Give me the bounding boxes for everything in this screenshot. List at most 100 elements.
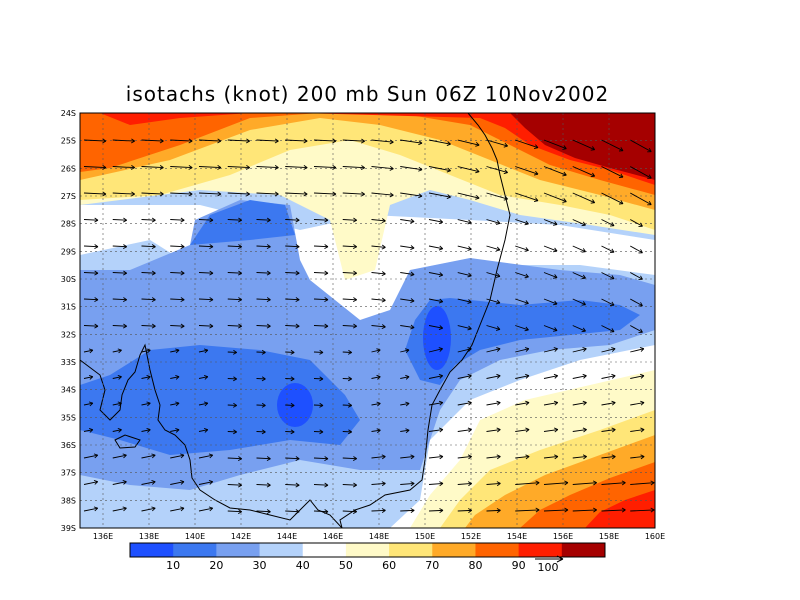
wind-vector-head [295,244,300,249]
latitude-label: 37S [61,469,76,478]
wind-vector [601,429,616,432]
wind-vector-head [638,328,643,333]
wind-vector [457,375,472,379]
wind-vector [83,454,98,459]
wind-vector-head [467,246,472,251]
wind-vector [457,482,472,485]
wind-vector [543,245,558,252]
wind-vector [227,457,242,460]
wind-vector-head [203,401,209,407]
wind-vector-head [621,480,626,486]
wind-vector-head [332,138,337,144]
wind-vector-head [439,481,444,487]
wind-vector [342,298,357,301]
wind-vector [515,402,530,406]
wind-vector-head [266,456,271,461]
wind-vector-head [93,506,99,512]
wind-vector [601,139,624,152]
wind-vector [141,376,151,379]
wind-vector-head [232,402,237,408]
wind-vector [572,219,586,226]
wind-vector-head [180,323,185,329]
wind-vector-head [324,482,329,488]
wind-vector [83,402,93,406]
wind-vector [198,325,214,327]
wind-vector [83,429,93,432]
wind-vector-head [467,272,472,278]
coastline [80,113,511,528]
wind-vector [170,219,185,221]
wind-vector-head [410,298,415,303]
wind-vector [198,507,213,512]
colorbar-label: 10 [166,559,180,572]
wind-vector-head [151,217,156,223]
wind-vector-head [245,164,250,170]
wind-vector [515,272,529,278]
wind-vector [428,272,443,276]
longitude-label: 154E [507,532,527,541]
wind-vector [170,507,185,512]
wind-vector-head [410,481,415,487]
wind-vector-head [175,427,180,433]
wind-vector [285,325,300,327]
wind-vector-head [290,402,295,408]
wind-vector-head [237,456,242,461]
wind-vector-head [151,453,156,459]
wind-vector-head [180,479,185,485]
wind-vector [371,325,386,328]
wind-vector [256,166,279,169]
wind-vector [227,192,250,195]
wind-vector-head [389,192,394,198]
wind-vector-head [130,138,135,144]
wind-vector [486,456,501,459]
wind-vector-head [640,373,645,379]
wind-vector-head [209,244,214,249]
wind-vector-head [245,138,250,144]
wind-vector [285,457,300,460]
colorbar-swatch [345,543,390,557]
wind-vector-head [525,427,530,433]
wind-vector-head [467,325,472,331]
wind-vector-head [151,297,156,302]
wind-vector-head [352,482,357,488]
wind-vector-head [232,376,237,382]
wind-vector-head [130,191,135,197]
wind-vector-head [360,138,365,144]
wind-vector [342,245,357,248]
wind-vector [630,245,643,254]
wind-vector [112,219,127,221]
latitude-label: 39S [61,524,76,533]
wind-vector-head [475,168,480,174]
wind-vector [227,325,242,327]
wind-vector-head [495,246,501,252]
wind-vector-head [376,428,381,434]
wind-vector-head [122,297,127,302]
wind-vector [515,456,530,459]
isotach-20-band [405,298,640,385]
wind-vector [486,509,501,512]
wind-vector [457,402,472,406]
isotach-fill [80,113,655,528]
wind-vector-head [274,164,279,170]
wind-vector [313,457,329,460]
wind-vector [342,457,357,460]
wind-vector-head [582,454,587,460]
wind-vector [543,219,558,225]
wind-vector-head [503,142,508,148]
wind-vector-head [122,323,127,329]
wind-vector-head [590,172,596,178]
wind-vector [515,166,539,175]
wind-vector-head [352,244,357,250]
wind-vector [313,245,329,248]
wind-vector-head [209,297,214,302]
wind-vector [572,298,586,306]
wind-vector [515,375,530,379]
wind-vector-head [102,138,107,144]
wind-vector-head [611,400,616,406]
wind-vector [515,482,540,485]
wind-vector [83,325,99,327]
wind-vector [428,456,443,459]
wind-vector-head [439,427,444,433]
wind-vector-head [324,217,329,223]
wind-vector [170,139,193,142]
